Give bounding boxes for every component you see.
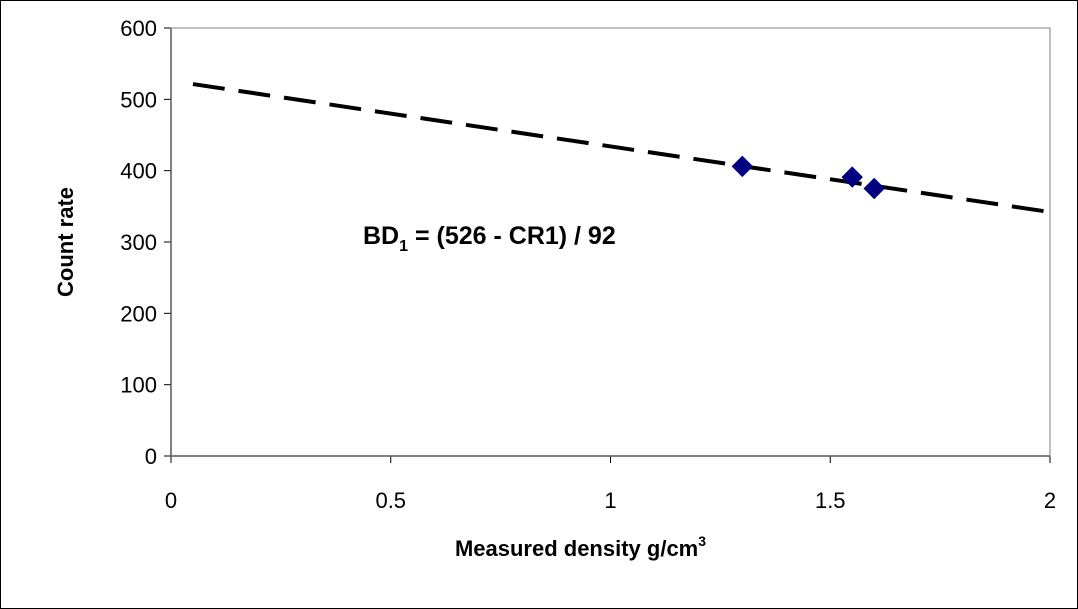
x-axis-title-text: Measured density g/cm [455,536,698,561]
y-tick-label: 400 [120,159,157,184]
data-point [841,166,863,188]
y-tick-label: 600 [120,16,157,41]
equation-prefix: BD [363,222,399,250]
y-tick-label: 300 [120,230,157,255]
trendline [192,82,1051,215]
y-tick-label: 0 [145,444,157,469]
x-axis-ticks: 0 0.5 1 1.5 2 [165,455,1056,513]
y-tick-label: 100 [120,373,157,398]
data-points [731,155,885,200]
data-point [731,155,754,178]
x-tick-label: 1 [604,488,616,513]
equation-suffix: = (526 - CR1) / 92 [408,222,616,250]
x-axis-title-superscript: 3 [698,533,706,549]
y-axis-ticks: 0 100 200 300 400 500 600 [120,16,172,469]
y-tick-label: 200 [120,301,157,326]
x-tick-label: 0 [165,488,177,513]
x-axis-title: Measured density g/cm3 [455,533,706,561]
x-tick-label: 0.5 [375,488,406,513]
data-point [863,177,885,200]
y-axis-title: Count rate [53,187,78,297]
equation-subscript: 1 [399,238,408,255]
x-tick-label: 1.5 [815,488,846,513]
x-tick-label: 2 [1044,488,1056,513]
y-tick-label: 500 [120,87,157,112]
trendline-equation: BD1 = (526 - CR1) / 92 [363,222,616,255]
plot-area [170,27,1051,457]
